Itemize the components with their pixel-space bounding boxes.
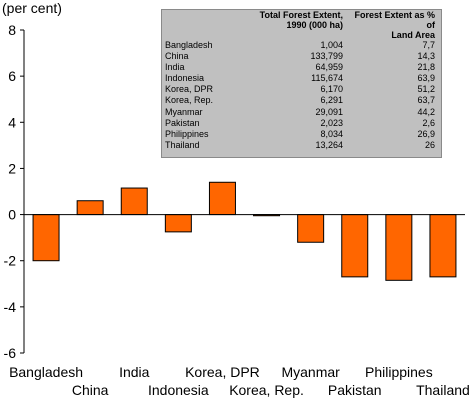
inset-header-forest-percent: Forest Extent as % of Land Area — [349, 10, 441, 40]
x-tick-label: Thailand — [416, 382, 470, 398]
y-tick-label: 0 — [8, 207, 16, 223]
x-tick-label: Korea, Rep. — [229, 382, 304, 398]
bar — [77, 201, 103, 215]
y-tick-label: 4 — [8, 114, 16, 130]
x-tick-label: Bangladesh — [9, 364, 83, 380]
y-tick-label: -2 — [4, 253, 17, 269]
table-row: Indonesia 115,674 63,9 — [162, 73, 441, 84]
forest-percent-cell: 2,6 — [349, 118, 441, 129]
country-cell: Thailand — [162, 140, 228, 151]
y-unit-label: (per cent) — [2, 0, 62, 16]
y-tick-label: 8 — [8, 22, 16, 38]
forest-extent-cell: 64,959 — [228, 62, 349, 73]
inset-header-total-forest: Total Forest Extent, 1990 (000 ha) — [228, 10, 349, 40]
forest-percent-cell: 51,2 — [349, 84, 441, 95]
y-tick-label: -6 — [4, 345, 17, 361]
x-tick-label: Pakistan — [328, 382, 382, 398]
forest-percent-cell: 63,7 — [349, 95, 441, 106]
x-tick-label: Indonesia — [148, 382, 209, 398]
bar — [386, 215, 412, 281]
country-cell: Myanmar — [162, 107, 228, 118]
forest-percent-cell: 14,3 — [349, 51, 441, 62]
forest-extent-cell: 2,023 — [228, 118, 349, 129]
table-row: Pakistan 2,023 2,6 — [162, 118, 441, 129]
table-row: China 133,799 14,3 — [162, 51, 441, 62]
bar — [298, 215, 324, 243]
forest-percent-cell: 44,2 — [349, 107, 441, 118]
country-cell: Bangladesh — [162, 40, 228, 51]
country-cell: India — [162, 62, 228, 73]
bar — [165, 215, 191, 232]
x-tick-label: China — [72, 382, 109, 398]
y-tick-label: 6 — [8, 68, 16, 84]
table-row: Bangladesh 1,004 7,7 — [162, 40, 441, 51]
forest-extent-cell: 6,170 — [228, 84, 349, 95]
y-tick-label: -4 — [4, 299, 17, 315]
inset-header-country — [162, 10, 228, 40]
forest-extent-table: Total Forest Extent, 1990 (000 ha) Fores… — [161, 9, 442, 158]
bar — [209, 182, 235, 214]
country-cell: Philippines — [162, 129, 228, 140]
country-cell: Korea, Rep. — [162, 95, 228, 106]
table-row: Korea, DPR 6,170 51,2 — [162, 84, 441, 95]
bar — [430, 215, 456, 277]
x-tick-label: Myanmar — [281, 364, 340, 380]
inset-table: Total Forest Extent, 1990 (000 ha) Fores… — [162, 10, 441, 151]
table-row: Korea, Rep. 6,291 63,7 — [162, 95, 441, 106]
table-row: Philippines 8,034 26,9 — [162, 129, 441, 140]
table-row: Myanmar 29,091 44,2 — [162, 107, 441, 118]
country-cell: Indonesia — [162, 73, 228, 84]
forest-extent-cell: 8,034 — [228, 129, 349, 140]
forest-percent-cell: 26,9 — [349, 129, 441, 140]
inset-table-header-row: Total Forest Extent, 1990 (000 ha) Fores… — [162, 10, 441, 40]
bar — [342, 215, 368, 277]
forest-percent-cell: 26 — [349, 140, 441, 151]
forest-extent-cell: 115,674 — [228, 73, 349, 84]
forest-extent-cell: 133,799 — [228, 51, 349, 62]
x-tick-label: India — [119, 364, 150, 380]
forest-extent-cell: 6,291 — [228, 95, 349, 106]
forest-extent-cell: 29,091 — [228, 107, 349, 118]
country-cell: Korea, DPR — [162, 84, 228, 95]
table-row: Thailand 13,264 26 — [162, 140, 441, 151]
x-tick-label: Korea, DPR — [185, 364, 260, 380]
country-cell: China — [162, 51, 228, 62]
forest-extent-cell: 1,004 — [228, 40, 349, 51]
country-cell: Pakistan — [162, 118, 228, 129]
x-tick-label: Philippines — [365, 364, 433, 380]
forest-percent-cell: 63,9 — [349, 73, 441, 84]
forest-extent-cell: 13,264 — [228, 140, 349, 151]
forest-percent-cell: 21,8 — [349, 62, 441, 73]
y-tick-label: 2 — [8, 160, 16, 176]
bar — [33, 215, 59, 261]
bar — [121, 188, 147, 215]
table-row: India 64,959 21,8 — [162, 62, 441, 73]
forest-percent-cell: 7,7 — [349, 40, 441, 51]
